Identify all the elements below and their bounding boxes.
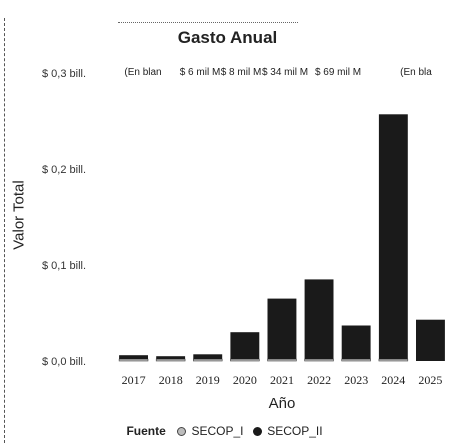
bar-2019-secop-ii [193,354,223,360]
bar-2018-secop-ii [156,356,186,360]
bar-2023-secop-i [341,358,371,362]
bar-2017-secop-i [118,358,149,362]
x-tick-label-2019: 2019 [196,373,220,387]
bar-2022-secop-ii [304,279,334,360]
bar-2019-secop-i [193,358,223,362]
x-tick-label-2024: 2024 [381,373,405,387]
bar-2021-secop-ii [267,298,297,360]
x-tick-label-2021: 2021 [270,373,294,387]
data-label-5: (En bla [400,67,432,78]
data-label-4: $ 69 mil M [315,67,361,78]
legend-entry-secop-ii[interactable]: SECOP_II [252,424,323,438]
bar-2020-secop-ii [230,332,260,360]
legend-title: Fuente [126,424,166,438]
bar-2020-secop-i [230,358,260,362]
chart-border [4,18,5,443]
faint-header-line [118,22,298,23]
y-tick-label-3: $ 0,3 bill. [42,68,86,80]
x-tick-label-2017: 2017 [122,373,146,387]
bar-2017-secop-ii [119,355,148,359]
bar-2025-secop-ii [416,319,445,361]
legend-entry-secop-i[interactable]: SECOP_I [177,424,247,438]
legend-marker-secop-ii [252,427,262,436]
data-label-3: $ 34 mil M [262,67,308,78]
x-tick-label-2025: 2025 [418,373,442,387]
bar-2023-secop-ii [341,325,371,360]
legend-label-secop-ii: SECOP_II [267,424,323,438]
x-tick-label-2018: 2018 [159,373,183,387]
x-tick-label-2023: 2023 [344,373,368,387]
legend-marker-secop-i [177,427,187,436]
bar-2018-secop-i [155,358,186,362]
x-axis-title: Año [269,395,296,412]
legend-label-secop-i: SECOP_I [191,424,244,438]
chart-title: Gasto Anual [177,28,278,47]
bar-2022-secop-i [304,358,334,362]
x-tick-label-2020: 2020 [233,373,257,387]
data-label-0: (En blan [124,67,161,78]
legend: Fuente SECOP_I SECOP_II [0,424,455,438]
y-tick-label-1: $ 0,1 bill. [42,260,86,272]
bar-2024-secop-i [378,358,409,362]
data-label-2: $ 8 mil M [221,67,262,78]
bar-2021-secop-i [267,358,297,362]
x-tick-label-2022: 2022 [307,373,331,387]
data-label-1: $ 6 mil M [180,67,221,78]
y-tick-label-0: $ 0,0 bill. [42,356,86,368]
y-tick-label-2: $ 0,2 bill. [42,164,86,176]
bar-2024-secop-ii [378,114,408,360]
